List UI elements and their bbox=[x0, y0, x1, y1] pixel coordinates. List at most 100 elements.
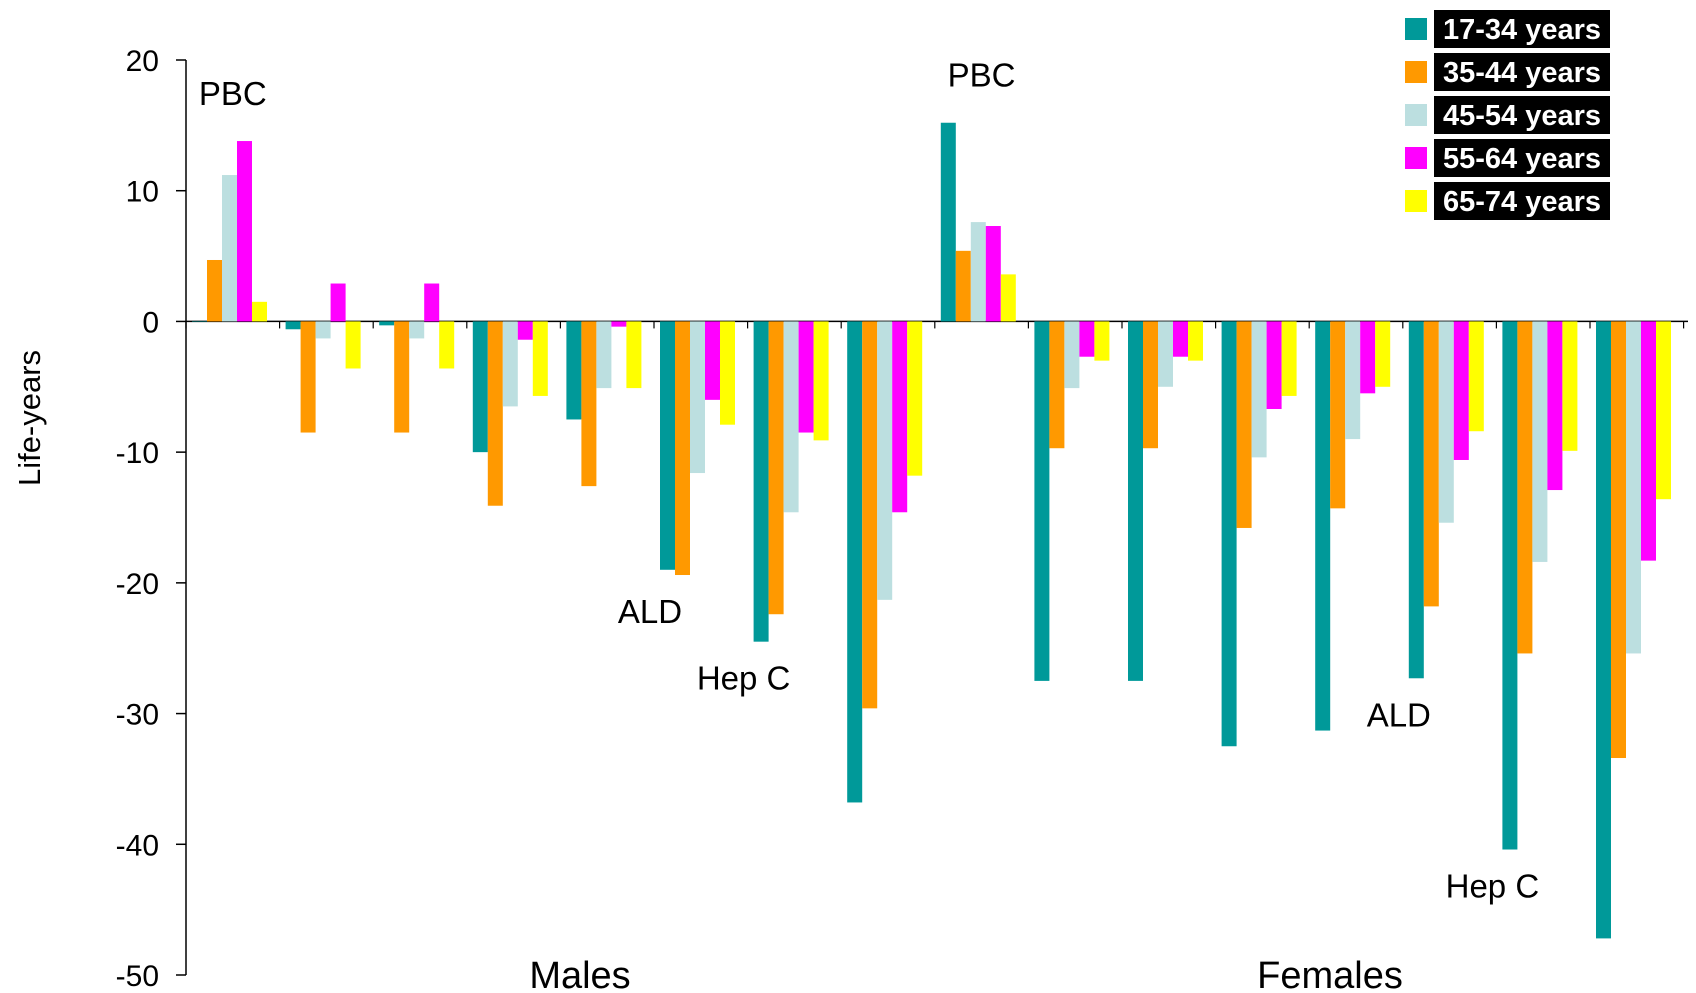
bar-45-54-years bbox=[970, 222, 986, 322]
bar-35-44-years bbox=[1517, 321, 1533, 654]
legend: 17-34 years 35-44 years 45-54 years 55-64 y… bbox=[1405, 10, 1610, 220]
bar-45-54-years bbox=[690, 321, 705, 474]
bar-35-44-years bbox=[955, 250, 971, 322]
bar-65-74-years bbox=[345, 321, 361, 369]
legend-label: 45-54 years bbox=[1443, 100, 1601, 132]
bar-35-44-years bbox=[862, 321, 878, 709]
bar-17-34-years bbox=[1502, 321, 1518, 850]
bar-45-54-years bbox=[596, 321, 612, 389]
legend-swatch bbox=[1405, 61, 1427, 83]
bar-65-74-years bbox=[1188, 321, 1203, 361]
legend-label: 35-44 years bbox=[1443, 57, 1601, 89]
bar-17-34-years bbox=[847, 321, 863, 803]
bar-45-54-years bbox=[1064, 321, 1080, 389]
bar-55-64-years bbox=[705, 321, 720, 400]
bar-55-64-years bbox=[1173, 321, 1188, 357]
bar-55-64-years bbox=[798, 321, 814, 433]
bar-65-74-years bbox=[1281, 321, 1297, 396]
bar-45-54-years bbox=[1251, 321, 1267, 458]
bar-35-44-years bbox=[1611, 321, 1626, 759]
bar-17-34-years bbox=[1408, 321, 1424, 679]
bar-35-44-years bbox=[300, 321, 316, 433]
bar-35-44-years bbox=[1143, 321, 1158, 449]
bar-17-34-years bbox=[192, 321, 207, 322]
bar-65-74-years bbox=[720, 321, 735, 425]
y-axis-label: Life-years bbox=[12, 350, 47, 486]
y-tick-label: -30 bbox=[116, 699, 159, 732]
bar-55-64-years bbox=[1360, 321, 1376, 394]
bar-55-64-years bbox=[1266, 321, 1282, 410]
legend-label: 65-74 years bbox=[1443, 186, 1601, 218]
bar-35-44-years bbox=[394, 321, 410, 433]
annotation-label: ALD bbox=[618, 593, 682, 630]
legend-swatch bbox=[1405, 190, 1427, 212]
legend-label: 55-64 years bbox=[1443, 143, 1601, 175]
legend-label-box bbox=[1434, 53, 1610, 91]
legend-swatch bbox=[1405, 104, 1427, 126]
bar-65-74-years bbox=[813, 321, 829, 441]
bar-45-54-years bbox=[1438, 321, 1454, 523]
bar-45-54-years bbox=[783, 321, 799, 513]
bar-17-34-years bbox=[379, 321, 395, 326]
bar-65-74-years bbox=[1375, 321, 1391, 387]
bar-17-34-years bbox=[753, 321, 769, 642]
bar-17-34-years bbox=[660, 321, 675, 570]
y-tick-label: -20 bbox=[116, 568, 159, 601]
y-tick-label: 10 bbox=[126, 176, 159, 209]
bar-45-54-years bbox=[315, 321, 331, 339]
legend-label: 17-34 years bbox=[1443, 14, 1601, 46]
bar-45-54-years bbox=[1158, 321, 1173, 387]
bar-55-64-years bbox=[330, 283, 346, 322]
bar-45-54-years bbox=[1532, 321, 1548, 562]
bar-65-74-years bbox=[1656, 321, 1671, 500]
bar-65-74-years bbox=[1000, 274, 1016, 322]
bar-35-44-years bbox=[581, 321, 597, 487]
bar-45-54-years bbox=[1626, 321, 1641, 654]
bar-55-64-years bbox=[1641, 321, 1656, 561]
y-tick-label: -50 bbox=[116, 960, 159, 993]
annotation-label: PBC bbox=[199, 75, 267, 112]
legend-label-box bbox=[1434, 139, 1610, 177]
annotation-label: ALD bbox=[1367, 696, 1431, 733]
bar-17-34-years bbox=[940, 122, 956, 322]
legend-swatch bbox=[1405, 18, 1427, 40]
bar-65-74-years bbox=[532, 321, 548, 396]
annotation-label: Hep C bbox=[697, 660, 791, 697]
legend-label-box bbox=[1434, 182, 1610, 220]
bar-35-44-years bbox=[1330, 321, 1346, 509]
bar-17-34-years bbox=[1128, 321, 1143, 681]
bar-17-34-years bbox=[1221, 321, 1237, 747]
bar-35-44-years bbox=[675, 321, 690, 576]
bar-55-64-years bbox=[1453, 321, 1469, 460]
bar-55-64-years bbox=[892, 321, 908, 513]
annotation-label: Hep C bbox=[1446, 868, 1540, 905]
bar-65-74-years bbox=[626, 321, 642, 389]
bar-45-54-years bbox=[877, 321, 893, 600]
bar-17-34-years bbox=[285, 321, 301, 330]
bar-17-34-years bbox=[472, 321, 488, 453]
bar-55-64-years bbox=[517, 321, 533, 340]
bar-17-34-years bbox=[566, 321, 582, 420]
bar-35-44-years bbox=[1049, 321, 1065, 449]
bar-65-74-years bbox=[907, 321, 923, 476]
annotation-label: PBC bbox=[948, 57, 1016, 94]
bar-45-54-years bbox=[222, 175, 237, 322]
bar-65-74-years bbox=[1094, 321, 1110, 361]
bar-45-54-years bbox=[502, 321, 518, 407]
bar-55-64-years bbox=[985, 226, 1001, 322]
bar-17-34-years bbox=[1596, 321, 1611, 939]
group-label-males: Males bbox=[529, 955, 630, 993]
y-tick-label: 20 bbox=[126, 45, 159, 78]
bar-35-44-years bbox=[207, 259, 222, 322]
bar-55-64-years bbox=[1079, 321, 1095, 357]
legend-label-box bbox=[1434, 10, 1610, 48]
bar-65-74-years bbox=[1468, 321, 1484, 432]
bar-45-54-years bbox=[1345, 321, 1361, 440]
legend-swatch bbox=[1405, 147, 1427, 169]
y-tick-label: 0 bbox=[142, 306, 159, 339]
bar-35-44-years bbox=[768, 321, 784, 615]
bar-55-64-years bbox=[424, 283, 440, 322]
bar-17-34-years bbox=[1034, 321, 1050, 681]
bar-55-64-years bbox=[611, 321, 627, 327]
